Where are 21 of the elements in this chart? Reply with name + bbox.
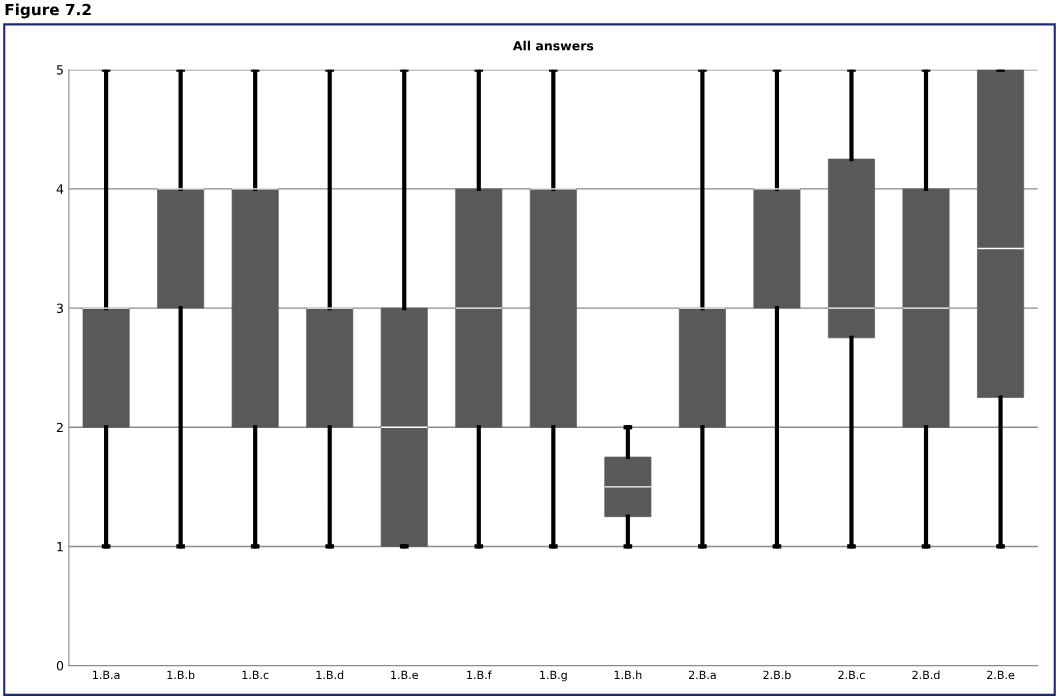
y-tick-label: 4: [56, 184, 64, 194]
y-tick-label: 2: [56, 422, 63, 433]
x-tick-label: 2.B.a: [688, 670, 716, 680]
y-tick-label: 1: [57, 542, 63, 552]
x-tick-label: 2.B.d: [912, 670, 940, 680]
y-tick-label: 5: [56, 65, 63, 75]
x-tick-label: 1.B.g: [540, 670, 567, 682]
x-tick-label: 2.B.c: [838, 670, 865, 680]
x-tick-label: 1.B.a: [93, 670, 120, 680]
x-tick-label: 1.B.d: [316, 670, 344, 680]
caption: Figure 7.2: [5, 3, 91, 19]
x-tick-label: 1.B.c: [242, 670, 269, 680]
x-tick-label: 2.B.e: [987, 670, 1015, 680]
chart-title: All answers: [512, 40, 594, 51]
x-tick-label: 1.B.e: [391, 670, 418, 680]
x-tick-label: 2.B.b: [763, 670, 791, 680]
y-tick-label: 3: [56, 303, 63, 313]
x-tick-label: 1.B.b: [167, 670, 195, 680]
x-tick-label: 1.B.f: [467, 670, 492, 679]
y-tick-label: 0: [56, 661, 64, 671]
x-tick-label: 1.B.h: [614, 670, 642, 679]
